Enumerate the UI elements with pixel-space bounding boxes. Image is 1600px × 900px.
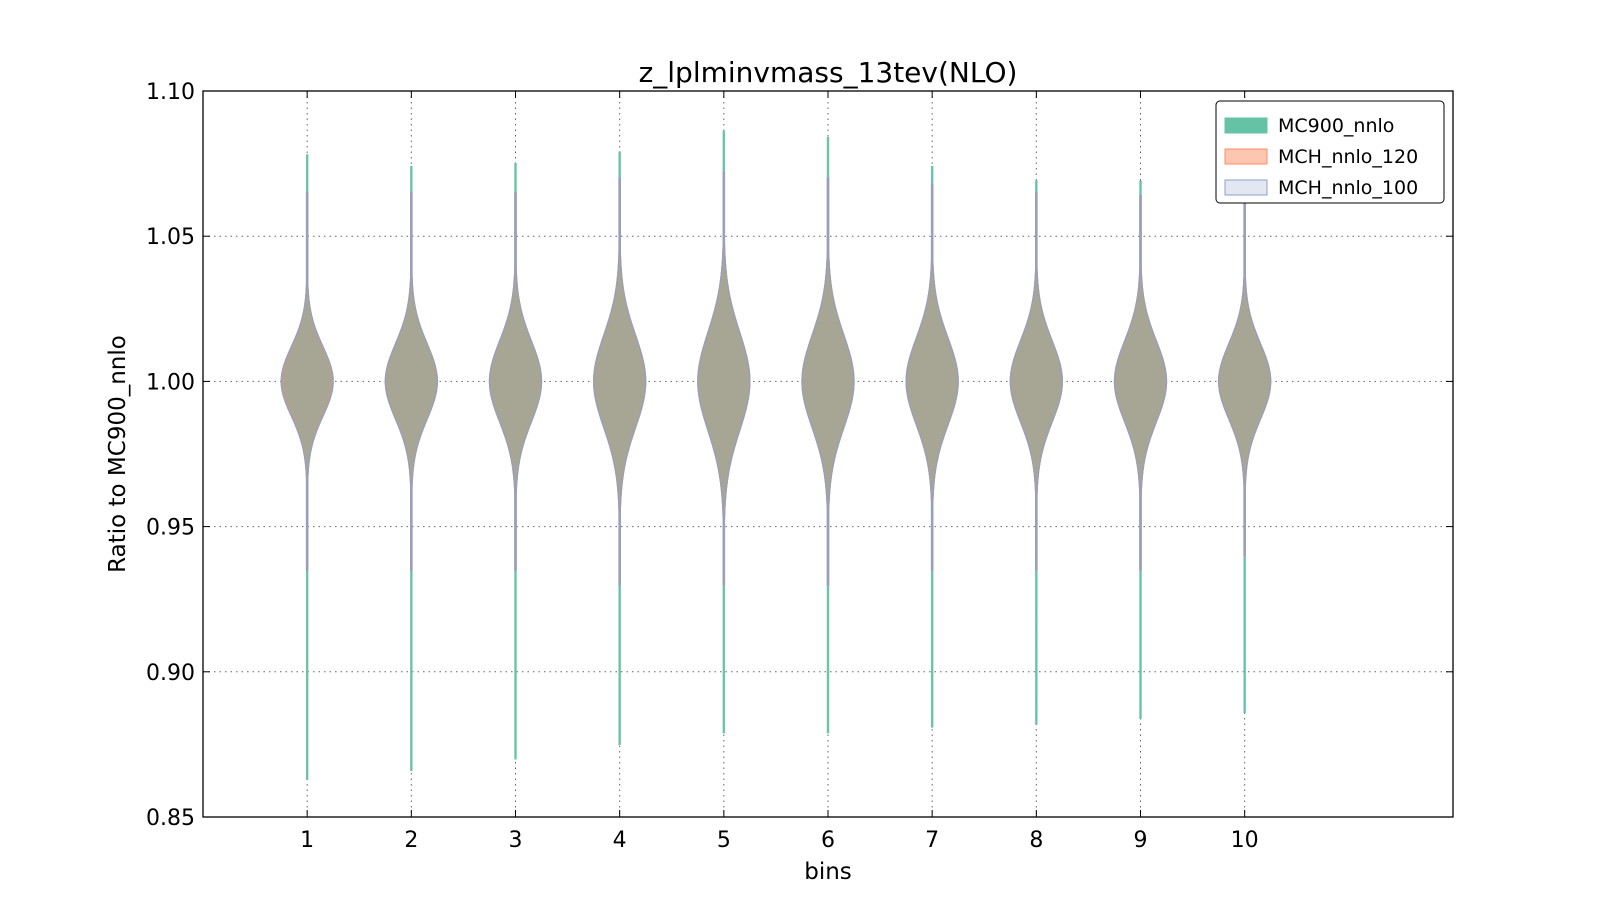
y-tick-label: 0.90 xyxy=(146,661,195,686)
legend: MC900_nnlo MCH_nnlo_120 MCH_nnlo_100 xyxy=(1215,100,1445,204)
legend-box xyxy=(1215,100,1445,204)
legend-label-1: MC900_nnlo xyxy=(1278,115,1394,137)
violins xyxy=(280,131,1272,780)
violin-3-bin-4 xyxy=(593,177,647,586)
x-tick-label: 6 xyxy=(821,828,835,853)
y-tick-label: 1.10 xyxy=(146,80,195,105)
x-tick-label: 1 xyxy=(300,828,314,853)
y-tick-label: 1.00 xyxy=(146,370,195,395)
violin-3-bin-3 xyxy=(488,192,543,571)
y-tick-label: 1.05 xyxy=(146,225,195,250)
y-tick-label: 0.95 xyxy=(146,516,195,541)
legend-swatch-1 xyxy=(1224,117,1268,134)
legend-swatch-2 xyxy=(1224,148,1268,165)
x-axis-label: bins xyxy=(804,859,852,885)
violin-3-bin-9 xyxy=(1113,194,1168,571)
x-tick-label: 9 xyxy=(1134,828,1148,853)
violin-3-bin-7 xyxy=(905,183,959,571)
chart-title: z_lplminvmass_13tev(NLO) xyxy=(639,56,1018,89)
x-tick-label: 4 xyxy=(613,828,627,853)
x-tick-label: 8 xyxy=(1029,828,1043,853)
violin-3-bin-2 xyxy=(384,192,438,571)
legend-swatch-3 xyxy=(1224,179,1268,196)
axis-ticks: 1 2 3 4 5 6 7 8 9 10 0.85 0.90 0.95 1.00 1.05 1.10 xyxy=(146,80,1453,853)
x-tick-label: 2 xyxy=(404,828,418,853)
legend-label-2: MCH_nnlo_120 xyxy=(1278,146,1418,168)
violin-3-bin-6 xyxy=(801,177,855,586)
x-tick-label: 5 xyxy=(717,828,731,853)
violin-3-bin-5 xyxy=(697,171,751,586)
x-tick-label: 10 xyxy=(1231,828,1259,853)
y-axis-label: Ratio to MC900_nnlo xyxy=(105,335,131,573)
y-tick-label: 0.85 xyxy=(146,806,195,831)
x-tick-label: 3 xyxy=(509,828,523,853)
x-tick-label: 7 xyxy=(925,828,939,853)
violin-3-bin-8 xyxy=(1009,192,1063,571)
legend-label-3: MCH_nnlo_100 xyxy=(1278,177,1418,199)
violin-3-bin-1 xyxy=(280,192,334,571)
